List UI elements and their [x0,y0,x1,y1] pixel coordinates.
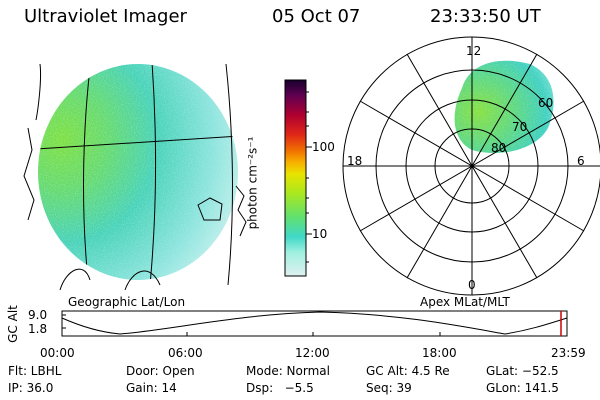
altitude-plot [61,310,568,337]
glon-value: GLon: 141.5 [486,381,559,395]
geographic-image [23,63,247,291]
glat-value: GLat: −52.5 [486,364,559,378]
altitude-xtick-4: 23:59 [551,346,586,360]
polar-plot [342,36,600,296]
gain-value: Gain: 14 [126,381,177,395]
colorbar-label: photon cm⁻²s⁻¹ [245,136,260,230]
door-value: Door: Open [126,364,195,378]
mlt-label-left: 18 [347,154,363,168]
polar-caption: Apex MLat/MLT [420,295,510,309]
mlat-label-60: 60 [538,96,554,110]
colorbar [284,79,307,277]
seq-value: Seq: 39 [366,381,412,395]
colorbar-tick-100: 100 [312,140,335,154]
mlat-label-70: 70 [512,120,528,134]
mode-value: Mode: Normal [246,364,330,378]
altitude-xtick-1: 06:00 [168,346,203,360]
colorbar-tick-10: 10 [312,227,328,241]
altitude-xtick-0: 00:00 [40,346,75,360]
date-label: 05 Oct 07 [272,6,361,27]
dsp-value: Dsp: −5.5 [246,381,314,395]
filter-value: Flt: LBHL [8,364,62,378]
altitude-ylabel: GC Alt [5,305,20,343]
geographic-caption: Geographic Lat/Lon [68,295,186,309]
instrument-title: Ultraviolet Imager [24,6,187,27]
altitude-ytick-low: 1.8 [28,322,48,336]
mlt-label-right: 6 [577,154,585,168]
mlat-label-80: 80 [491,141,507,155]
altitude-xtick-2: 12:00 [295,346,330,360]
gc-alt-value: GC Alt: 4.5 Re [366,364,450,378]
time-label: 23:33:50 UT [430,6,541,27]
altitude-xtick-3: 18:00 [422,346,457,360]
ip-value: IP: 36.0 [8,381,54,395]
altitude-ytick-high: 9.0 [28,308,48,322]
mlt-label-top: 12 [466,44,482,58]
mlt-label-bottom: 0 [468,278,476,292]
